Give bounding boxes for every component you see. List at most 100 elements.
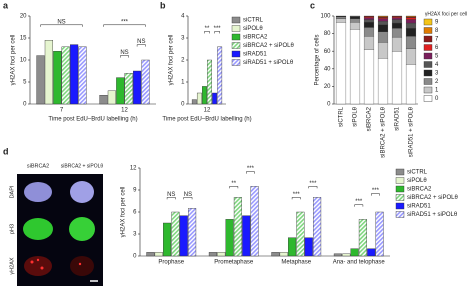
y-tick-label: 9 <box>133 188 137 194</box>
stack-segment <box>391 51 403 105</box>
y-tick-label: 6 <box>133 210 137 216</box>
column-label: siBRCA2 <box>27 163 49 169</box>
stack-segment <box>391 19 403 24</box>
legend-label: siBRCA2 <box>407 187 432 193</box>
stack-segment <box>363 27 375 37</box>
legend-swatch <box>231 16 241 24</box>
stack-segment <box>377 31 389 43</box>
legend-swatch <box>231 42 241 49</box>
micrographs: siBRCA2 siBRCA2 + siPOLθ DAPI pH3 γH2AX <box>9 163 103 286</box>
bar <box>342 253 351 257</box>
legend-label: siCTRL <box>243 18 264 24</box>
legend-title: γH2AX foci per cell <box>425 11 467 17</box>
significance-label: NS <box>120 50 128 56</box>
stack-segment <box>377 21 389 25</box>
bar <box>163 222 172 257</box>
legend-label: siBRCA2 + siPOLθ <box>243 43 295 49</box>
bar <box>69 44 79 105</box>
significance-bracket <box>371 193 380 196</box>
panel-label: d <box>3 146 9 156</box>
legend-label: siBRCA2 + siPOLθ <box>407 195 459 201</box>
bar <box>116 77 125 105</box>
stack-segment <box>405 17 417 20</box>
stack-segment <box>391 28 403 38</box>
legend-label: siCTRL <box>407 170 428 176</box>
legend-swatch <box>231 59 241 66</box>
significance-bracket <box>120 55 129 58</box>
stack-segment <box>391 22 403 29</box>
significance-label: *** <box>214 26 222 32</box>
significance-bracket <box>103 24 146 27</box>
y-tick-label: 15 <box>20 36 27 42</box>
y-tick-label: 4 <box>181 14 185 20</box>
bar <box>146 252 155 257</box>
significance-bracket <box>204 31 210 34</box>
significance-bracket <box>40 24 83 27</box>
stack-segment <box>405 28 417 37</box>
significance-label: ** <box>231 181 236 187</box>
y-tick-label: 80 <box>324 31 331 37</box>
stack-segment <box>377 42 389 59</box>
significance-bracket <box>308 186 318 189</box>
bar <box>225 219 234 257</box>
stack-segment <box>377 15 389 18</box>
significance-label: NS <box>137 39 145 45</box>
legend-label: 4 <box>435 62 439 68</box>
ph3-stain <box>23 218 53 240</box>
stack-segment <box>363 36 375 50</box>
bar <box>53 51 62 105</box>
y-tick-label: 0 <box>23 102 27 108</box>
bar <box>375 211 384 257</box>
bar <box>367 248 376 257</box>
dapi-stain <box>70 181 94 203</box>
significance-label: *** <box>247 166 255 172</box>
dapi-stain <box>24 182 52 202</box>
legend-swatch <box>423 86 433 94</box>
legend-label: 3 <box>435 71 439 77</box>
bar <box>132 70 142 105</box>
stack-segment <box>363 19 375 23</box>
legend-label: siBRCA2 <box>243 35 268 41</box>
y-axis-title: γH2AX foci per cell <box>169 35 175 86</box>
legend-label: siPOLθ <box>243 26 263 32</box>
stack-segment <box>391 15 403 18</box>
x-axis-title: Time post EdU–BrdU labelling (h) <box>162 117 251 123</box>
y-tick-label: 40 <box>324 66 331 72</box>
significance-label: *** <box>309 181 317 187</box>
legend-swatch <box>231 50 241 58</box>
significance-label: NS <box>167 192 175 198</box>
significance-bracket <box>183 197 193 200</box>
legend-swatch <box>395 194 405 201</box>
legend-label: siRAD51 <box>407 204 431 210</box>
legend-label: 0 <box>435 96 439 102</box>
x-axis-title: Time post EdU–BrdU labelling (h) <box>48 117 137 123</box>
significance-bracket <box>291 197 301 200</box>
row-label: DAPI <box>9 185 15 198</box>
y-tick-label: 5 <box>23 80 27 86</box>
stack-segment <box>335 15 347 18</box>
stack-segment <box>335 18 347 23</box>
bar <box>196 92 202 105</box>
stack-segment <box>363 49 375 105</box>
bar <box>217 252 226 257</box>
bar <box>124 72 133 105</box>
significance-bracket <box>136 44 146 47</box>
stack-segment <box>377 18 389 22</box>
y-tick-label: 0 <box>133 254 137 260</box>
stack-segment <box>405 19 417 24</box>
stack-segment <box>405 36 417 49</box>
legend-swatch <box>423 44 433 51</box>
legend-label: siRAD51 + siPOLθ <box>407 212 458 218</box>
y-axis-title: γH2AX foci per cell <box>11 35 17 86</box>
bar <box>212 92 218 105</box>
y-tick-label: 0 <box>327 102 331 108</box>
bar <box>36 55 45 105</box>
bar <box>358 219 367 257</box>
bar <box>233 197 242 257</box>
stack-segment <box>391 17 403 20</box>
stack-segment <box>405 64 417 105</box>
significance-label: *** <box>372 188 380 194</box>
y-tick-label: 2 <box>181 58 185 64</box>
significance-label: ** <box>205 26 210 32</box>
